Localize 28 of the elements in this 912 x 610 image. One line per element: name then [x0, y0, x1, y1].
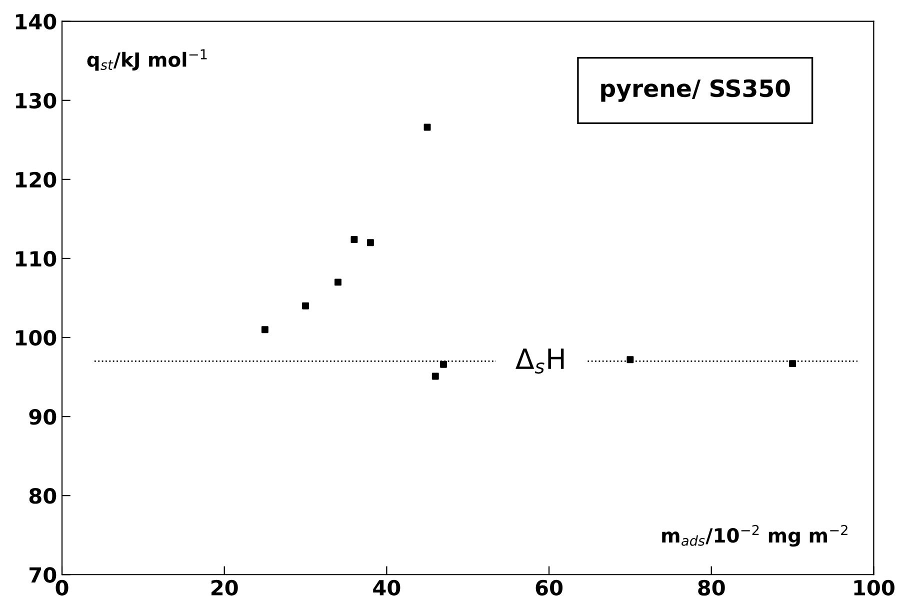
point	[334, 278, 342, 286]
x-tick-label: 0	[56, 580, 68, 596]
y-tick-label: 70	[30, 567, 56, 583]
y-tick-label: 120	[16, 172, 56, 188]
y-tick-label: 100	[16, 330, 56, 346]
point	[626, 356, 634, 364]
y-tick-label: 110	[16, 250, 56, 267]
ref-line-label: Δ$_{s}$H	[516, 348, 564, 374]
x-tick-label: 100	[854, 580, 894, 596]
point	[302, 302, 309, 310]
x-tick-label: 60	[536, 580, 563, 596]
x-tick-label: 20	[212, 580, 238, 596]
point	[261, 326, 268, 334]
y-tick-label: 140	[16, 14, 56, 30]
x-tick-label: 80	[698, 580, 725, 596]
point	[789, 360, 796, 368]
point	[350, 236, 358, 243]
point	[424, 124, 431, 131]
y-tick-label: 90	[29, 408, 56, 425]
point	[440, 360, 447, 368]
point	[366, 239, 374, 246]
y-tick-label: 80	[29, 488, 56, 504]
point	[432, 372, 439, 380]
y-tick-label: 130	[16, 92, 56, 109]
y-axis-title: q$_{st}$/kJ mol$^{−1}$	[87, 49, 207, 71]
x-axis-title: m$_{ads}$/10$^{−2}$ mg m$^{−2}$	[662, 524, 848, 547]
x-tick-label: 40	[373, 580, 400, 596]
text: pyrene/ SS350	[601, 79, 790, 102]
